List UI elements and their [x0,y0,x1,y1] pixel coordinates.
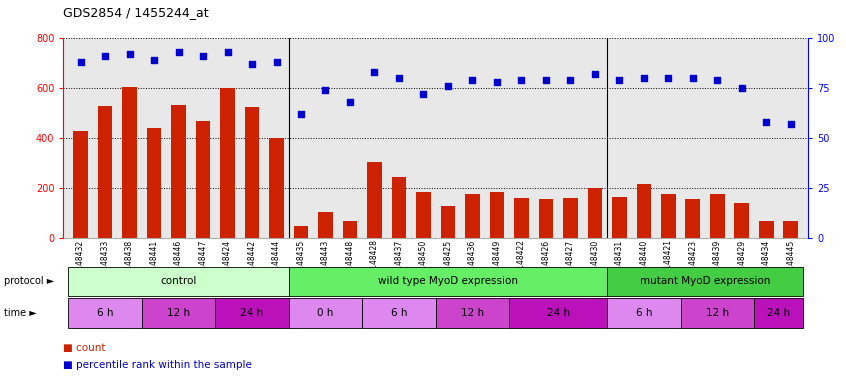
Bar [220,88,235,238]
Bar [607,298,680,328]
Point [711,77,724,83]
Bar [142,298,215,328]
Bar [98,106,113,238]
Bar [362,298,436,328]
Bar [171,104,186,238]
Bar [563,198,578,238]
Bar [74,131,88,238]
Bar [436,298,509,328]
Point [221,49,234,55]
Point [735,85,749,91]
Text: 0 h: 0 h [317,308,333,318]
Point [270,59,283,65]
Point [147,57,161,63]
Bar [661,194,676,238]
Point [343,99,357,105]
Point [784,121,798,127]
Text: ■ count: ■ count [63,343,106,353]
Bar [612,197,627,238]
Point [686,75,700,81]
Bar [680,298,754,328]
Text: time ►: time ► [4,308,37,318]
Bar [539,199,553,238]
Text: wild type MyoD expression: wild type MyoD expression [378,276,518,286]
Bar [195,121,211,238]
Bar [754,298,803,328]
Bar [465,194,480,238]
Bar [759,220,773,238]
Point [539,77,552,83]
Bar [607,267,803,296]
Text: GDS2854 / 1455244_at: GDS2854 / 1455244_at [63,6,209,19]
Bar [685,199,700,238]
Text: ■ percentile rank within the sample: ■ percentile rank within the sample [63,360,252,370]
Point [637,75,651,81]
Bar [490,192,504,238]
Point [490,79,503,85]
Text: 12 h: 12 h [706,308,729,318]
Point [98,53,112,60]
Point [588,71,602,78]
Bar [587,188,602,238]
Point [393,75,406,81]
Point [294,111,308,118]
Point [123,51,136,58]
Point [319,87,332,93]
Text: 24 h: 24 h [240,308,264,318]
Bar [244,107,260,238]
Text: protocol ►: protocol ► [4,276,54,286]
Point [441,83,454,89]
Point [662,75,675,81]
Bar [392,177,406,238]
Point [417,91,431,98]
Bar [514,198,529,238]
Text: 6 h: 6 h [96,308,113,318]
Bar [343,220,357,238]
Bar [636,184,651,238]
Point [760,119,773,125]
Bar [294,226,308,238]
Bar [318,212,332,238]
Point [368,69,382,75]
Bar [416,192,431,238]
Text: 6 h: 6 h [635,308,652,318]
Bar [288,267,607,296]
Point [465,77,479,83]
Bar [441,206,455,238]
Text: mutant MyoD expression: mutant MyoD expression [640,276,770,286]
Bar [734,203,750,238]
Bar [69,298,142,328]
Point [514,77,528,83]
Point [172,49,185,55]
Bar [215,298,288,328]
Bar [122,87,137,238]
Bar [783,220,798,238]
Bar [69,267,288,296]
Point [196,53,210,60]
Point [245,61,259,68]
Bar [288,298,362,328]
Bar [269,138,284,238]
Bar [367,162,382,238]
Point [74,59,87,65]
Point [563,77,577,83]
Text: 24 h: 24 h [547,308,569,318]
Text: 12 h: 12 h [167,308,190,318]
Point [613,77,626,83]
Text: 12 h: 12 h [461,308,484,318]
Bar [509,298,607,328]
Text: 24 h: 24 h [767,308,790,318]
Bar [710,194,725,238]
Text: control: control [161,276,197,286]
Text: 6 h: 6 h [391,308,407,318]
Bar [146,128,162,238]
